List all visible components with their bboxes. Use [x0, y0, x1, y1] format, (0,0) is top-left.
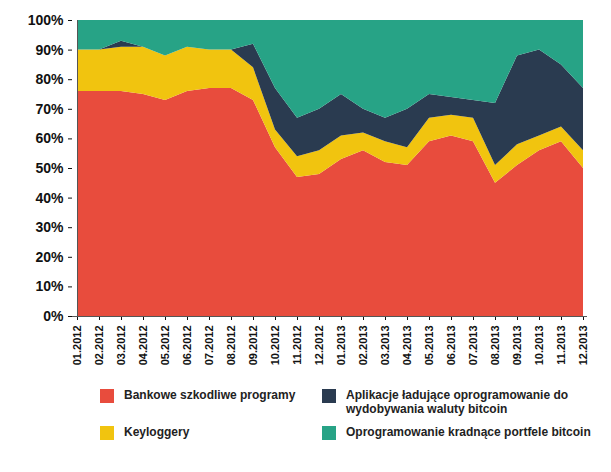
svg-text:20%: 20% — [35, 249, 64, 265]
svg-text:12.2012: 12.2012 — [313, 326, 325, 366]
svg-text:08.2012: 08.2012 — [225, 326, 237, 366]
svg-text:02.2012: 02.2012 — [93, 326, 105, 366]
svg-text:01.2013: 01.2013 — [335, 326, 347, 366]
svg-text:90%: 90% — [35, 42, 64, 58]
html-text:Keyloggery: Keyloggery — [124, 424, 190, 439]
svg-text:06.2012: 06.2012 — [181, 326, 193, 366]
svg-text:80%: 80% — [35, 71, 64, 87]
svg-text:03.2013: 03.2013 — [379, 326, 391, 366]
html-text:Bankowe szkodliwe programy: Bankowe szkodliwe programy — [124, 388, 296, 402]
svg-text:06.2013: 06.2013 — [445, 326, 457, 366]
svg-text:30%: 30% — [35, 219, 64, 235]
svg-text:02.2013: 02.2013 — [357, 326, 369, 366]
svg-text:0%: 0% — [43, 308, 64, 324]
svg-text:10.2012: 10.2012 — [269, 326, 281, 366]
svg-text:10%: 10% — [35, 278, 64, 294]
svg-text:09.2013: 09.2013 — [511, 326, 523, 366]
svg-text:12.2013: 12.2013 — [577, 326, 589, 366]
html-text:Oprogramowanie kradnące portfe: Oprogramowanie kradnące portfele bitcoin — [346, 424, 591, 439]
svg-text:10.2013: 10.2013 — [533, 326, 545, 366]
svg-text:01.2012: 01.2012 — [71, 326, 83, 366]
html-text:Aplikacje ładujące oprogramowa: Aplikacje ładujące oprogramowanie do wyd… — [346, 388, 569, 417]
svg-text:05.2013: 05.2013 — [423, 326, 435, 366]
svg-text:50%: 50% — [35, 160, 64, 176]
svg-text:100%: 100% — [28, 12, 64, 28]
svg-text:08.2013: 08.2013 — [489, 326, 501, 366]
svg-text:04.2013: 04.2013 — [401, 326, 413, 366]
svg-text:09.2012: 09.2012 — [247, 326, 259, 366]
svg-text:40%: 40% — [35, 190, 64, 206]
svg-text:03.2012: 03.2012 — [115, 326, 127, 366]
svg-text:07.2012: 07.2012 — [203, 326, 215, 366]
svg-text:11.2013: 11.2013 — [555, 326, 567, 365]
svg-text:04.2012: 04.2012 — [137, 326, 149, 366]
svg-text:11.2012: 11.2012 — [291, 326, 303, 365]
svg-text:60%: 60% — [35, 130, 64, 146]
svg-text:07.2013: 07.2013 — [467, 326, 479, 366]
svg-text:70%: 70% — [35, 101, 64, 117]
svg-text:05.2012: 05.2012 — [159, 326, 171, 366]
